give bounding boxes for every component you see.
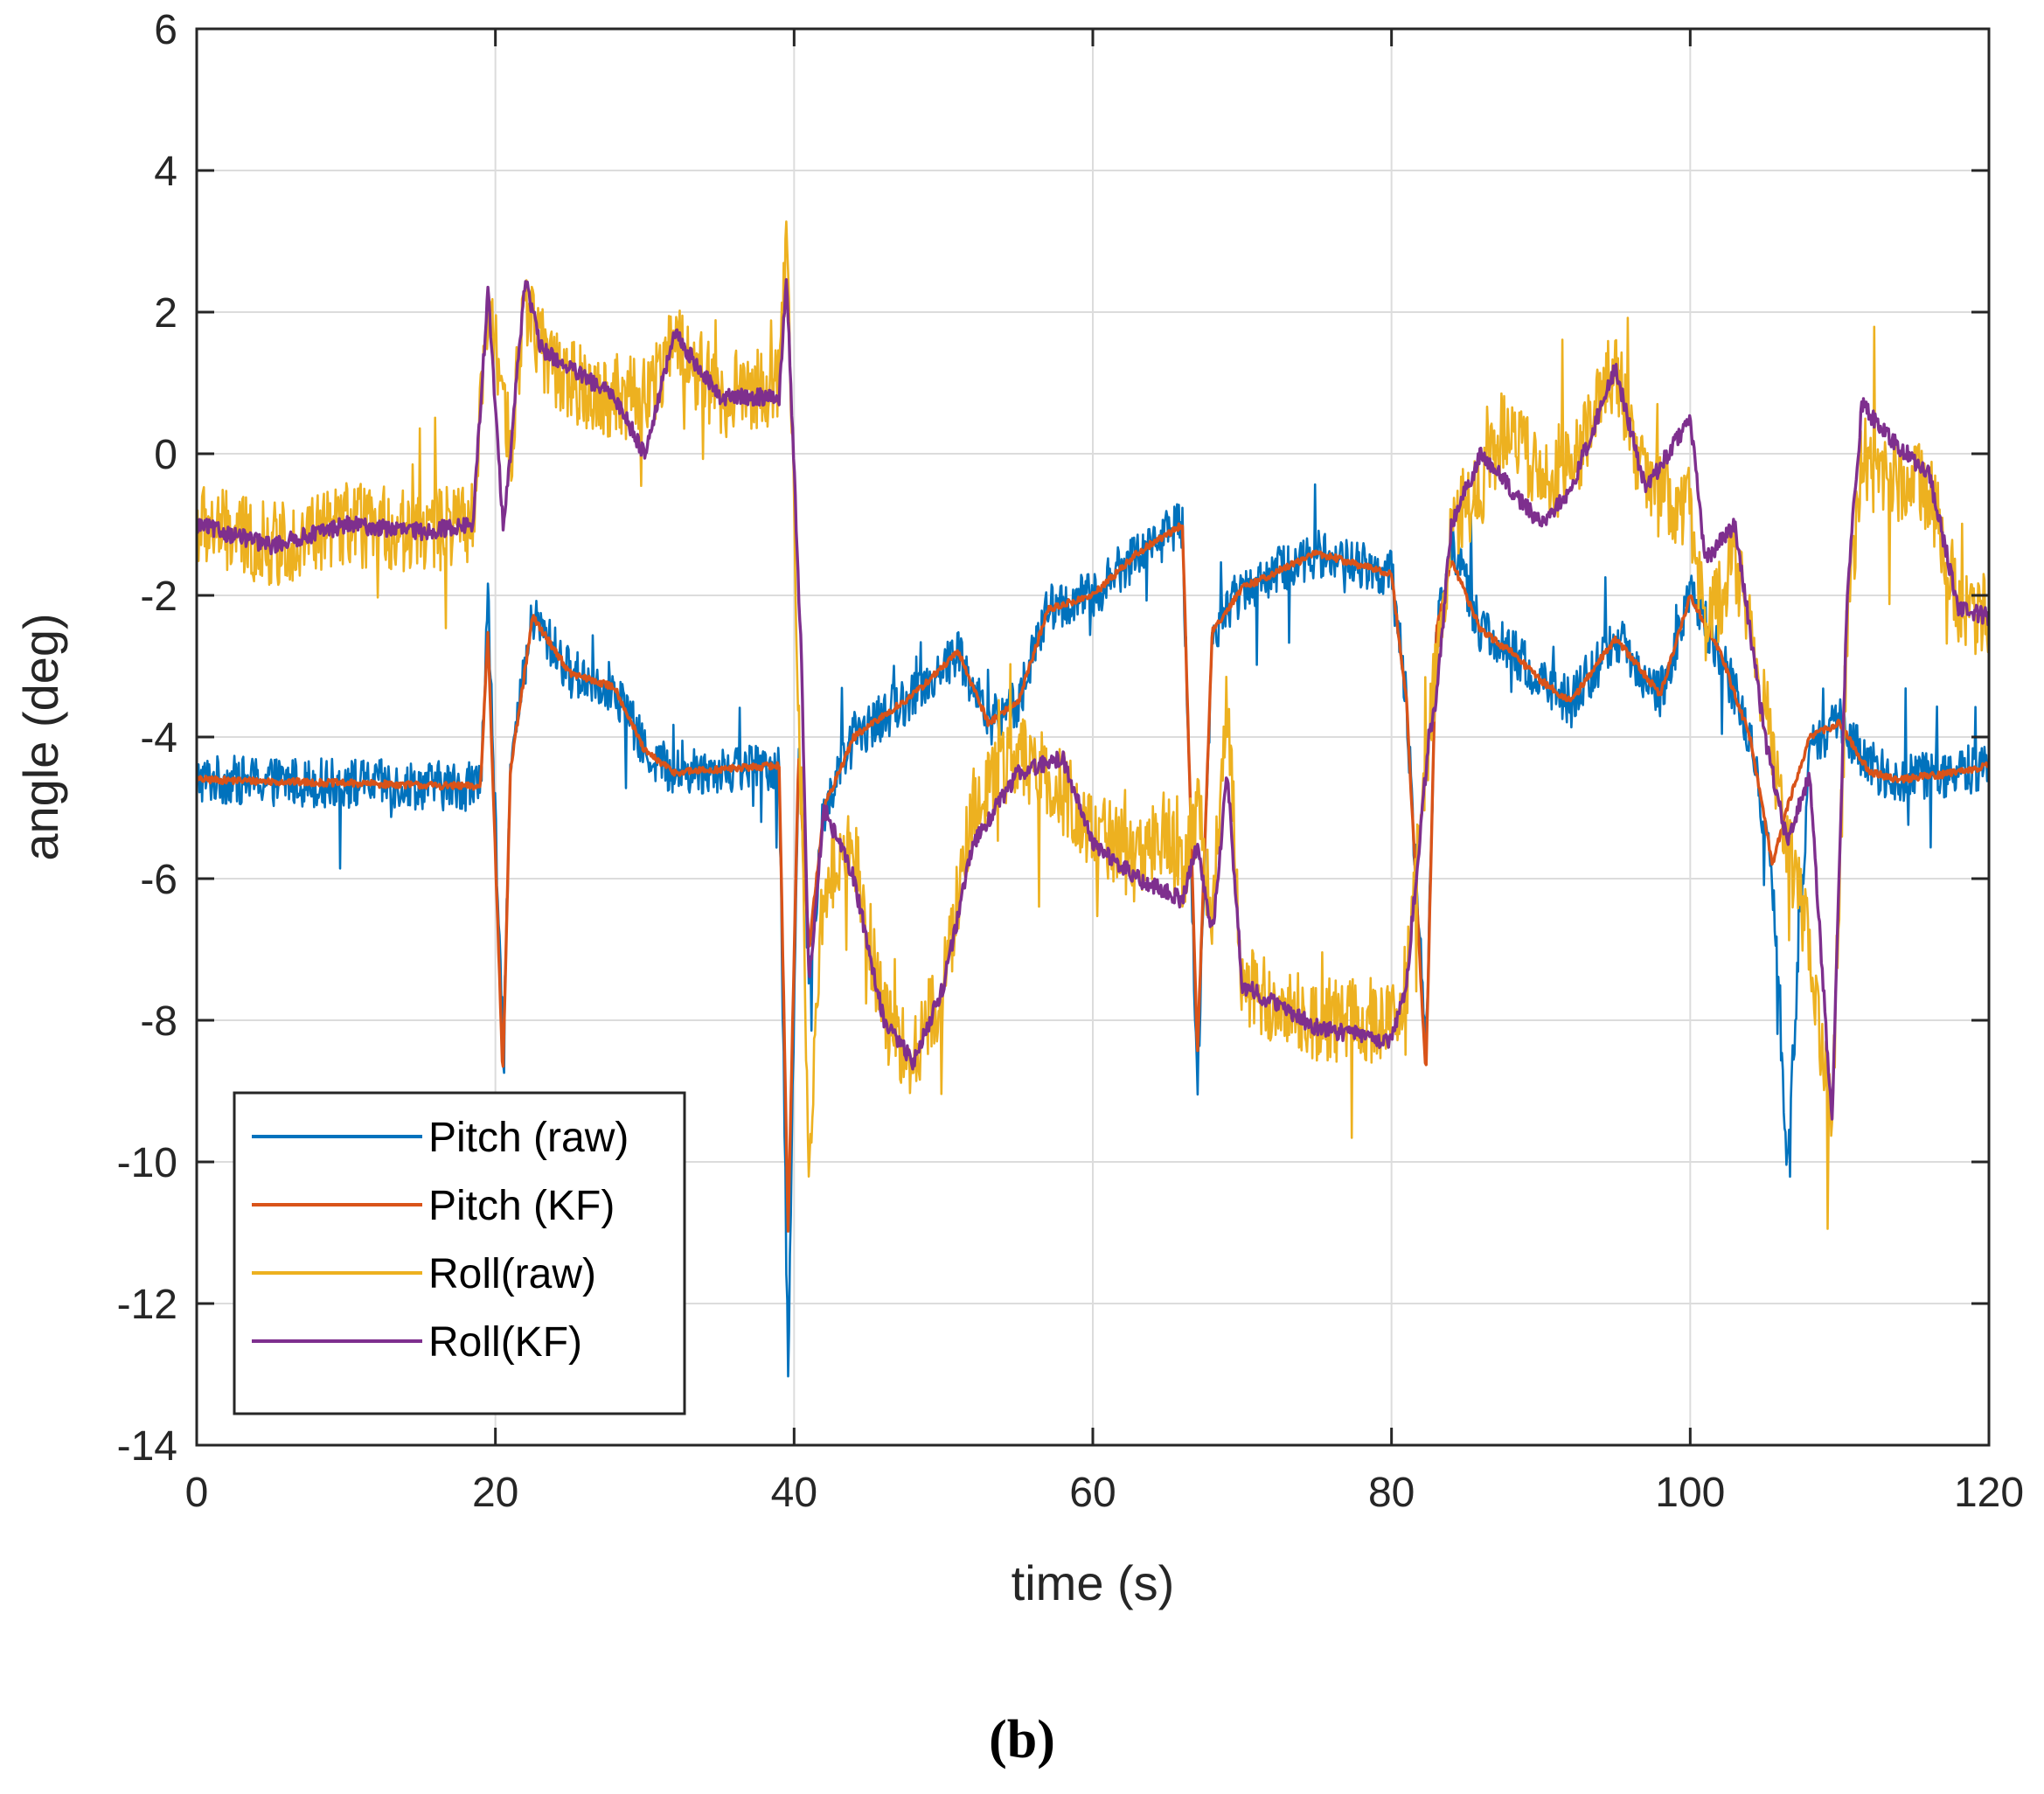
legend-label: Roll(raw) — [428, 1251, 596, 1297]
x-tick-label: 20 — [472, 1470, 518, 1516]
x-axis-label: time (s) — [1012, 1555, 1175, 1610]
x-tick-label: 80 — [1368, 1470, 1415, 1516]
series-line-pitch-kf — [197, 522, 1989, 1233]
y-tick-label: -4 — [140, 715, 177, 761]
y-tick-label: -6 — [140, 857, 177, 903]
y-tick-label: 0 — [154, 432, 177, 478]
y-tick-label: -8 — [140, 998, 177, 1045]
y-tick-label: -12 — [117, 1282, 177, 1328]
y-tick-label: -2 — [140, 574, 177, 620]
y-tick-label: -10 — [117, 1140, 177, 1186]
legend-label: Pitch (raw) — [428, 1115, 629, 1161]
legend-label: Pitch (KF) — [428, 1183, 615, 1229]
series-line-pitch-raw — [197, 483, 1989, 1378]
figure-caption: (b) — [989, 1710, 1055, 1770]
y-tick-label: 4 — [154, 149, 177, 195]
x-tick-label: 40 — [771, 1470, 817, 1516]
x-tick-label: 100 — [1655, 1470, 1725, 1516]
plot-area — [197, 220, 1989, 1378]
legend-box — [233, 1091, 686, 1415]
x-tick-label: 60 — [1069, 1470, 1116, 1516]
x-tick-label: 120 — [1954, 1470, 2024, 1516]
y-axis-label: angle (deg) — [13, 613, 68, 860]
series-line-roll-kf — [197, 278, 1989, 1121]
legend-label: Roll(KF) — [428, 1319, 582, 1366]
x-tick-label: 0 — [185, 1470, 209, 1516]
legend: Pitch (raw) Pitch (KF) Roll(raw) Roll(KF) — [233, 1091, 686, 1415]
y-tick-label: 2 — [154, 290, 177, 337]
series-layer — [197, 220, 1989, 1378]
y-tick-label: 6 — [154, 7, 177, 53]
axis-ticks: 0 20 40 60 80 100 120 -14 -12 -10 -8 -6 -4 -2 0 2 4 6 — [117, 7, 2024, 1516]
y-tick-label: -14 — [117, 1423, 177, 1470]
